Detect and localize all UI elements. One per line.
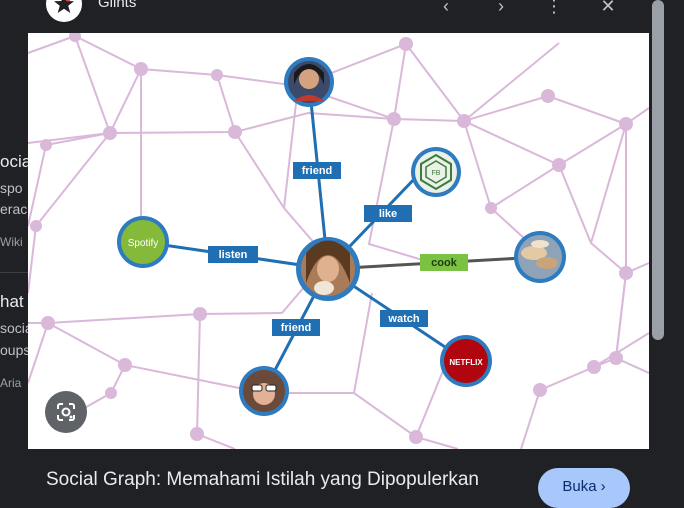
divider xyxy=(0,272,28,273)
svg-text:cook: cook xyxy=(431,257,458,269)
open-button[interactable]: Buka › xyxy=(538,468,630,508)
svg-text:FB: FB xyxy=(432,170,441,177)
chevron-left-icon: ‹ xyxy=(443,0,449,16)
result-snippet: socia xyxy=(0,320,28,336)
close-button[interactable]: ✕ xyxy=(596,0,620,18)
site-logo[interactable] xyxy=(46,0,82,22)
result-source: Aria xyxy=(0,376,22,390)
svg-text:watch: watch xyxy=(387,313,419,325)
background-results: ocia spo erac Wiki hat socia oups Aria xyxy=(0,130,28,430)
result-title[interactable]: ocia xyxy=(0,152,28,171)
node-food xyxy=(514,231,566,283)
chevron-right-icon: › xyxy=(498,0,504,16)
spotify-logo-text: Spotify xyxy=(128,238,159,249)
result-snippet: erac xyxy=(0,201,28,217)
close-icon: ✕ xyxy=(600,0,616,16)
svg-text:like: like xyxy=(379,208,397,220)
edge-label-like: like xyxy=(364,205,412,222)
node-spotify: Spotify xyxy=(117,216,169,268)
more-vert-icon: ⋮ xyxy=(545,0,563,16)
node-netflix: NETFLIX xyxy=(440,335,492,387)
next-button[interactable]: › xyxy=(489,0,513,18)
visual-search-button[interactable] xyxy=(45,391,87,433)
result-snippet: oups xyxy=(0,342,28,358)
image-viewer-panel: Glints ‹ › ⋮ ✕ xyxy=(28,0,649,508)
svg-text:friend: friend xyxy=(281,322,312,334)
star-icon xyxy=(54,0,74,13)
lens-icon xyxy=(57,403,75,421)
edge-label-listen: listen xyxy=(208,246,258,263)
preview-image[interactable]: friend like listen cook friend watch xyxy=(28,33,649,449)
svg-text:friend: friend xyxy=(302,165,333,177)
edge-label-friend-bottom: friend xyxy=(272,319,320,336)
image-caption[interactable]: Social Graph: Memahami Istilah yang Dipo… xyxy=(46,469,479,490)
node-friend-top xyxy=(284,57,334,107)
more-options-button[interactable]: ⋮ xyxy=(542,0,566,18)
node-friend-bottom xyxy=(239,366,289,416)
edge-label-cook: cook xyxy=(420,254,468,271)
page-scrollbar-thumb[interactable] xyxy=(652,0,664,340)
edge-label-watch: watch xyxy=(380,310,428,327)
svg-text:listen: listen xyxy=(219,249,248,261)
result-source: Wiki xyxy=(0,235,23,249)
site-name[interactable]: Glints xyxy=(98,0,137,11)
edge-label-friend-top: friend xyxy=(293,162,341,179)
result-snippet: spo xyxy=(0,180,23,196)
result-title[interactable]: hat xyxy=(0,292,24,311)
background-web-nodes xyxy=(30,33,633,444)
chevron-right-icon: › xyxy=(600,478,606,495)
netflix-logo-text: NETFLIX xyxy=(449,358,483,367)
node-page: FB xyxy=(411,147,461,197)
node-center-you xyxy=(296,237,360,301)
social-graph-image: friend like listen cook friend watch xyxy=(28,33,649,449)
viewer-toolbar: Glints ‹ › ⋮ ✕ xyxy=(28,0,649,33)
previous-button[interactable]: ‹ xyxy=(434,0,458,18)
open-button-label: Buka xyxy=(562,478,597,495)
